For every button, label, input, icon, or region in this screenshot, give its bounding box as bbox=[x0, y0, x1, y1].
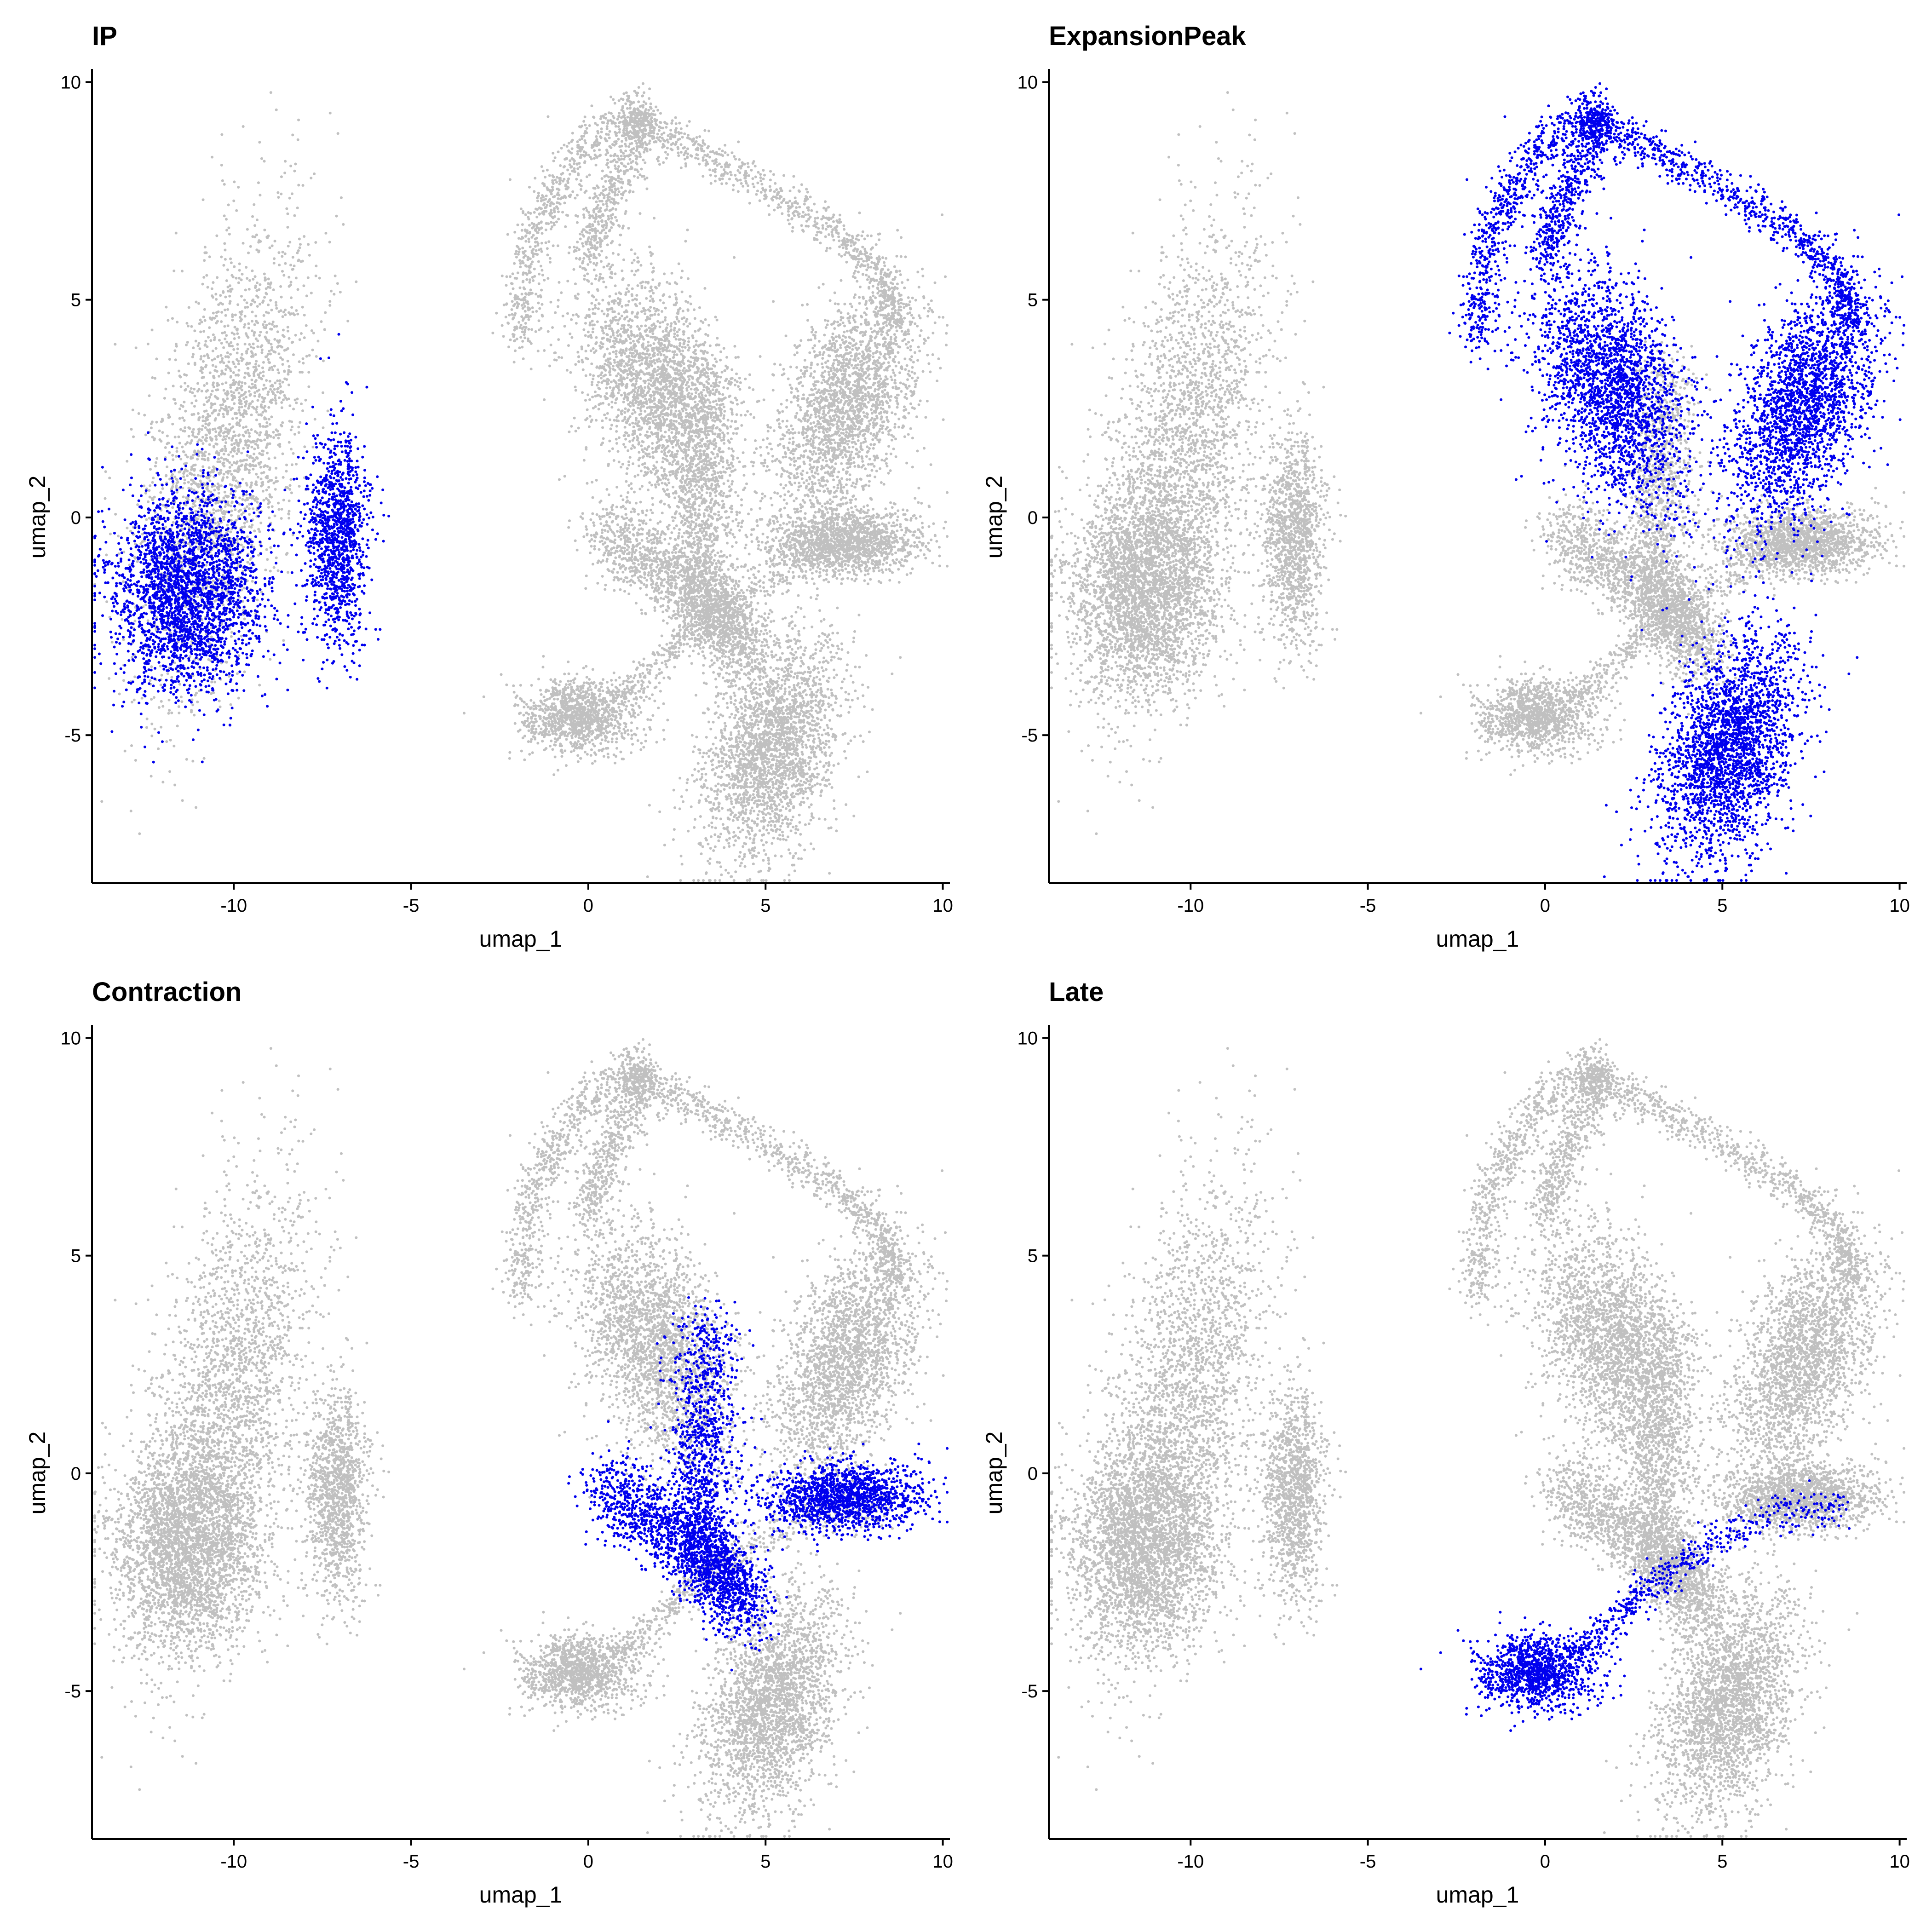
y-tick-label: 10 bbox=[61, 72, 81, 92]
y-tick-label: 0 bbox=[71, 1464, 81, 1484]
x-tick-label: 5 bbox=[1717, 896, 1727, 916]
x-tick-label: 0 bbox=[1540, 896, 1550, 916]
x-tick-label: 10 bbox=[932, 896, 953, 916]
highlighted-points bbox=[93, 333, 391, 764]
y-axis-title: umap_2 bbox=[24, 476, 50, 559]
x-tick-label: 0 bbox=[583, 1852, 593, 1872]
background-points bbox=[1050, 1038, 1906, 1838]
panel-title: ExpansionPeak bbox=[1049, 21, 1246, 51]
panel-late: Late -10 -5 0 5 10 -5 0 5 10 umap_1 umap_2 bbox=[981, 977, 1910, 1908]
axes: -10 -5 0 5 10 -5 0 5 10 bbox=[61, 69, 953, 916]
x-tick-label: 5 bbox=[760, 1852, 770, 1872]
y-tick-label: -5 bbox=[64, 725, 81, 746]
highlighted-points bbox=[1448, 82, 1906, 882]
x-axis-title: umap_1 bbox=[479, 926, 563, 952]
x-axis-title: umap_1 bbox=[1436, 1882, 1519, 1908]
panel-ip: IP -10 -5 0 5 10 -5 0 5 10 umap_1 umap_2 bbox=[24, 21, 953, 952]
x-tick-label: -10 bbox=[220, 896, 247, 916]
x-tick-label: 10 bbox=[1889, 896, 1910, 916]
y-tick-label: -5 bbox=[1021, 725, 1038, 746]
y-tick-label: 5 bbox=[71, 1246, 81, 1266]
panel-title: Contraction bbox=[92, 977, 242, 1007]
y-tick-label: 10 bbox=[1018, 72, 1038, 92]
y-axis-title: umap_2 bbox=[24, 1432, 50, 1515]
x-tick-label: 0 bbox=[1540, 1852, 1550, 1872]
scatter-points bbox=[93, 82, 949, 882]
y-tick-label: 0 bbox=[71, 508, 81, 528]
y-axis-title: umap_2 bbox=[981, 1432, 1007, 1515]
y-tick-label: 5 bbox=[71, 290, 81, 310]
background-points bbox=[93, 1038, 949, 1838]
axes: -10 -5 0 5 10 -5 0 5 10 bbox=[1018, 69, 1910, 916]
scatter-points bbox=[1050, 82, 1906, 882]
y-tick-label: 10 bbox=[1018, 1028, 1038, 1048]
panel-expansionpeak: ExpansionPeak -10 -5 0 5 10 -5 0 5 10 umap_1 uma… bbox=[981, 21, 1910, 952]
x-tick-label: -10 bbox=[220, 1852, 247, 1872]
y-tick-label: 5 bbox=[1028, 1246, 1038, 1266]
panel-title: Late bbox=[1049, 977, 1104, 1007]
highlighted-points bbox=[567, 1296, 949, 1672]
x-tick-label: -5 bbox=[1360, 1852, 1376, 1872]
x-tick-label: 5 bbox=[1717, 1852, 1727, 1872]
panel-contraction: Contraction -10 -5 0 5 10 -5 0 5 10 umap_1 umap_… bbox=[24, 977, 953, 1908]
x-tick-label: 0 bbox=[583, 896, 593, 916]
x-tick-label: -10 bbox=[1177, 1852, 1204, 1872]
x-tick-label: -10 bbox=[1177, 896, 1204, 916]
x-tick-label: -5 bbox=[403, 896, 420, 916]
y-tick-label: 5 bbox=[1028, 290, 1038, 310]
axes: -10 -5 0 5 10 -5 0 5 10 bbox=[1018, 1025, 1910, 1872]
x-tick-label: -5 bbox=[1360, 896, 1376, 916]
scatter-points bbox=[1050, 1038, 1906, 1838]
x-axis-title: umap_1 bbox=[1436, 926, 1519, 952]
highlighted-points bbox=[1419, 1479, 1851, 1732]
x-tick-label: 10 bbox=[1889, 1852, 1910, 1872]
scatter-points bbox=[93, 1038, 949, 1838]
axes: -10 -5 0 5 10 -5 0 5 10 bbox=[61, 1025, 953, 1872]
background-points bbox=[93, 82, 949, 882]
y-axis-title: umap_2 bbox=[981, 476, 1007, 559]
y-tick-label: -5 bbox=[64, 1681, 81, 1702]
x-tick-label: -5 bbox=[403, 1852, 420, 1872]
y-tick-label: -5 bbox=[1021, 1681, 1038, 1702]
x-axis-title: umap_1 bbox=[479, 1882, 563, 1908]
panel-title: IP bbox=[92, 21, 117, 51]
background-points bbox=[1050, 91, 1906, 835]
y-tick-label: 0 bbox=[1028, 1464, 1038, 1484]
y-tick-label: 10 bbox=[61, 1028, 81, 1048]
x-tick-label: 10 bbox=[932, 1852, 953, 1872]
y-tick-label: 0 bbox=[1028, 508, 1038, 528]
x-tick-label: 5 bbox=[760, 896, 770, 916]
